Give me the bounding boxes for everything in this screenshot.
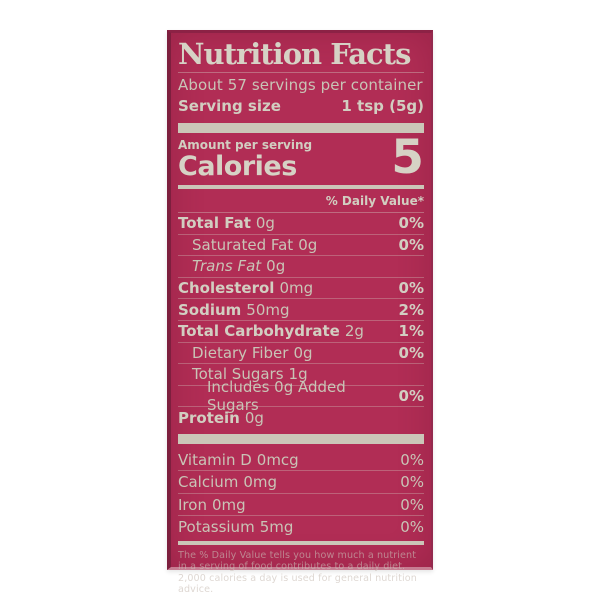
- nutrient-amount: 0mg: [279, 279, 314, 298]
- serving-size-label: Serving size: [178, 97, 281, 115]
- nutrient-name: Dietary Fiber: [192, 343, 289, 362]
- nutrient-amount: 0g: [293, 343, 313, 362]
- nutrition-facts-label: Nutrition Facts About 57 servings per co…: [167, 30, 433, 595]
- label-title: Nutrition Facts: [178, 37, 411, 71]
- daily-value-footnote: The % Daily Value tells you how much a n…: [178, 549, 417, 596]
- nutrient-name: Protein: [178, 408, 240, 427]
- nutrient-amount: 2g: [344, 322, 364, 341]
- micronutrient-dv: 0%: [400, 495, 424, 514]
- nutrient-amount: 0g: [244, 408, 264, 427]
- nutrient-name: Total Sugars: [192, 365, 284, 384]
- micronutrient-dv: 0%: [400, 518, 424, 537]
- nutrient-name: Total Carbohydrate: [178, 322, 340, 341]
- daily-value-header: % Daily Value*: [178, 193, 424, 213]
- servings-per-container: About 57 servings per container: [178, 76, 423, 94]
- medium-separator-bar: [178, 540, 424, 545]
- micronutrient-row-iron: Iron 0mg 0%: [178, 494, 424, 517]
- nutrient-amount: 0g: [266, 257, 286, 276]
- nutrient-row-cholesterol: Cholesterol 0mg 0%: [178, 278, 424, 300]
- micronutrient-row-vitamin-d: Vitamin D 0mcg 0%: [178, 449, 424, 472]
- calories-value: 5: [391, 130, 424, 185]
- micronutrient-dv: 0%: [400, 473, 424, 492]
- micronutrient-name: Iron: [178, 495, 207, 514]
- nutrient-dv: 0%: [398, 214, 424, 233]
- nutrient-amount: 0g: [298, 235, 318, 254]
- micronutrient-row-calcium: Calcium 0mg 0%: [178, 471, 424, 494]
- nutrient-row-trans-fat: Trans Fat 0g: [178, 256, 424, 278]
- nutrient-amount: 50mg: [246, 300, 290, 319]
- nutrient-row-dietary-fiber: Dietary Fiber 0g 0%: [178, 343, 424, 365]
- nutrient-dv: 1%: [398, 322, 424, 341]
- micronutrient-name: Vitamin D: [178, 450, 252, 469]
- divider: [178, 72, 424, 73]
- nutrient-row-total-sugars: Total Sugars 1g: [178, 364, 424, 386]
- micronutrient-dv: 0%: [400, 450, 424, 469]
- serving-size-row: Serving size 1 tsp (5g): [178, 95, 424, 117]
- micronutrient-amount: 0mcg: [256, 450, 299, 469]
- nutrient-amount: 1g: [288, 365, 308, 384]
- nutrient-row-added-sugars: Includes 0g Added Sugars 0%: [178, 378, 424, 414]
- nutrient-dv: 2%: [398, 300, 424, 319]
- nutrient-row-saturated-fat: Saturated Fat 0g 0%: [178, 235, 424, 257]
- nutrient-name: Includes 0g Added Sugars: [207, 378, 346, 415]
- nutrient-row-sodium: Sodium 50mg 2%: [178, 299, 424, 321]
- nutrient-name: Sodium: [178, 300, 242, 319]
- nutrient-name: Total Fat: [178, 214, 251, 233]
- nutrient-dv: 0%: [398, 387, 424, 406]
- nutrient-row-protein: Protein 0g: [178, 407, 424, 428]
- micronutrient-name: Potassium: [178, 518, 255, 537]
- nutrient-name: Cholesterol: [178, 279, 275, 298]
- thick-separator-bar: [178, 433, 424, 444]
- calories-block: Amount per serving Calories 5: [178, 134, 424, 182]
- nutrient-name: Saturated Fat: [192, 235, 294, 254]
- nutrient-dv: 0%: [398, 343, 424, 362]
- serving-size-value: 1 tsp (5g): [341, 97, 424, 115]
- thick-separator-bar: [178, 123, 424, 133]
- nutrient-dv: 0%: [398, 279, 424, 298]
- nutrient-row-total-fat: Total Fat 0g 0%: [178, 213, 424, 235]
- calories-label: Calories: [178, 151, 297, 182]
- micronutrient-name: Calcium: [178, 473, 239, 492]
- medium-separator-bar: [178, 185, 424, 189]
- nutrient-amount: 0g: [255, 214, 275, 233]
- micronutrient-amount: 0mg: [211, 495, 246, 514]
- micronutrient-amount: 5mg: [259, 518, 294, 537]
- nutrient-name: Trans Fat: [192, 257, 262, 276]
- nutrient-row-total-carbohydrate: Total Carbohydrate 2g 1%: [178, 321, 424, 343]
- micronutrient-row-potassium: Potassium 5mg 0%: [178, 516, 424, 538]
- nutrient-dv: 0%: [398, 235, 424, 254]
- micronutrient-amount: 0mg: [243, 473, 278, 492]
- amount-per-serving-label: Amount per serving: [178, 138, 313, 152]
